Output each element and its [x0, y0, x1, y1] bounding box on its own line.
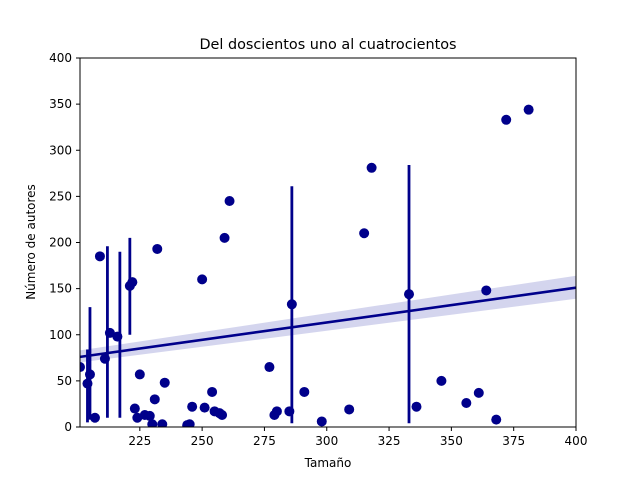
scatter-point — [316, 416, 327, 427]
scatter-point — [134, 369, 145, 380]
scatter-point — [523, 104, 534, 115]
scatter-point — [157, 419, 168, 427]
scatter-point — [147, 419, 158, 427]
scatter-point — [481, 285, 492, 296]
scatter-point — [152, 243, 163, 254]
scatter-point — [184, 419, 195, 427]
scatter-point — [94, 251, 105, 262]
regression-line — [80, 286, 576, 359]
scatter-point — [284, 406, 295, 417]
scatter-point — [99, 353, 110, 364]
y-tick-label: 200 — [49, 236, 72, 250]
scatter-point — [359, 228, 370, 239]
scatter-point — [144, 410, 155, 421]
x-tick-label: 225 — [128, 434, 151, 448]
scatter-point — [473, 387, 484, 398]
x-axis-label: Tamaño — [304, 456, 352, 470]
scatter-point — [219, 232, 230, 243]
scatter-point — [207, 386, 218, 397]
scatter-point — [80, 362, 85, 373]
scatter-point — [436, 375, 447, 386]
chart-title: Del doscientos uno al cuatrocientos — [199, 37, 456, 53]
scatter-point — [491, 414, 502, 425]
y-tick-label: 0 — [64, 420, 72, 434]
scatter-point — [286, 299, 297, 310]
scatter-point — [461, 398, 472, 409]
x-tick-label: 300 — [315, 434, 338, 448]
y-tick-label: 100 — [49, 328, 72, 342]
y-axis-label: Número de autores — [24, 184, 38, 300]
plot-layer — [79, 57, 577, 428]
scatter-point — [411, 401, 422, 412]
y-tick-label: 250 — [49, 189, 72, 203]
plot-data — [80, 104, 576, 427]
scatter-point — [199, 402, 210, 413]
y-tick-label: 300 — [49, 143, 72, 157]
y-tick-label: 50 — [57, 374, 72, 388]
scatter-point — [84, 369, 95, 380]
x-tick-label: 375 — [502, 434, 525, 448]
y-tick-label: 150 — [49, 282, 72, 296]
scatter-point — [197, 274, 208, 285]
y-tick-label: 400 — [49, 51, 72, 65]
x-axis: 225 250 275 300 325 350 375 400 — [128, 427, 587, 448]
x-tick-label: 275 — [253, 434, 276, 448]
x-tick-label: 250 — [191, 434, 214, 448]
scatter-point — [129, 403, 140, 414]
x-tick-label: 350 — [440, 434, 463, 448]
scatter-point — [366, 162, 377, 173]
scatter-point — [127, 277, 138, 288]
y-tick-label: 350 — [49, 97, 72, 111]
scatter-point — [149, 394, 160, 405]
scatter-point — [501, 114, 512, 125]
scatter-point — [264, 362, 275, 373]
scatter-point — [404, 289, 415, 300]
y-axis: 0 50 100 150 200 250 300 350 400 — [49, 51, 80, 434]
scatter-point — [344, 404, 355, 415]
x-tick-label: 325 — [378, 434, 401, 448]
scatter-point — [299, 386, 310, 397]
scatter-point — [82, 378, 93, 389]
scatter-point — [224, 195, 235, 206]
scatter-point — [112, 331, 123, 342]
scatter-point — [159, 377, 170, 388]
scatter-point — [217, 410, 228, 421]
scatter-point — [104, 327, 115, 338]
x-tick-label: 400 — [565, 434, 588, 448]
scatter-point — [271, 406, 282, 417]
scatter-point — [187, 401, 198, 412]
scatter-point — [89, 412, 100, 423]
